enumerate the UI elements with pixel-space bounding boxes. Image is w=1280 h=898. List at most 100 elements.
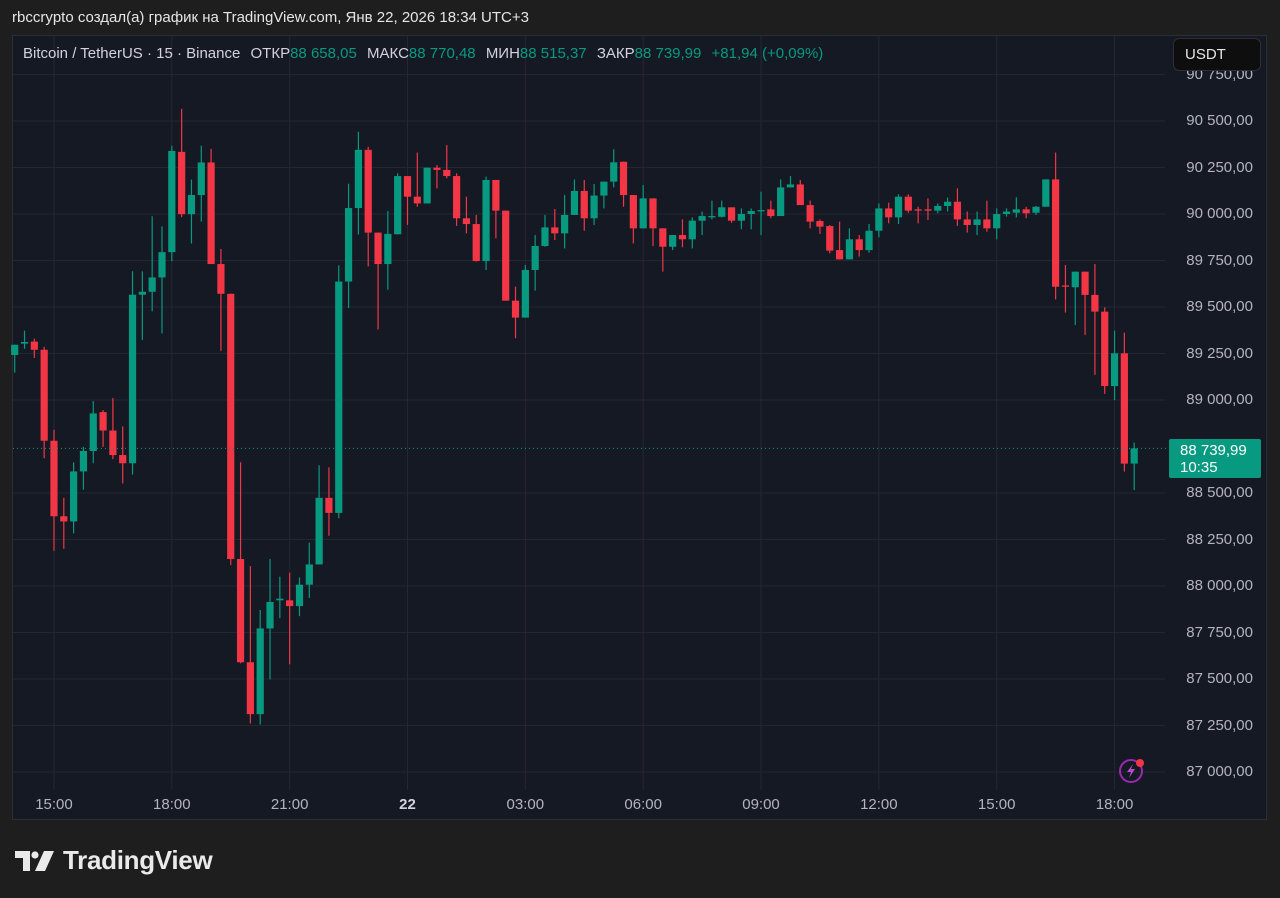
candle-up	[20, 330, 29, 349]
time-tick-label: 18:00	[1095, 796, 1134, 813]
candle-up	[777, 179, 785, 217]
candle-body	[462, 218, 471, 225]
candle-up	[354, 131, 362, 235]
high-label: МАКС	[367, 45, 409, 62]
candle-body	[187, 195, 196, 215]
candle-body	[561, 214, 569, 234]
lightning-alert-icon[interactable]	[1118, 757, 1148, 790]
candle-body	[541, 227, 549, 246]
candle-up	[1012, 197, 1020, 218]
candle-down	[472, 214, 480, 262]
candle-body	[1032, 206, 1040, 213]
candle-body	[639, 198, 647, 229]
price-tick-label: 89 250,00	[1186, 344, 1253, 362]
candle-body	[178, 151, 186, 215]
price-tick-label: 90 500,00	[1186, 112, 1253, 129]
candle-up	[521, 264, 529, 318]
candle-body	[511, 300, 520, 318]
candle-up	[865, 224, 873, 253]
candle-body	[335, 281, 343, 513]
candle-body	[521, 269, 529, 318]
candle-body	[119, 455, 127, 464]
candle-body	[394, 176, 402, 235]
candle-body	[295, 584, 304, 607]
close-value: 88 739,99	[634, 45, 702, 62]
candle-up	[531, 235, 539, 291]
candle-down	[826, 224, 834, 254]
tradingview-logo[interactable]: TradingView	[15, 845, 213, 876]
candle-body	[1071, 271, 1079, 288]
candle-up	[610, 149, 618, 188]
candle-down	[1091, 264, 1099, 375]
candle-down	[492, 179, 500, 239]
candle-up	[639, 184, 647, 229]
candle-down	[462, 196, 471, 234]
candle-body	[138, 291, 146, 295]
candle-body	[806, 205, 814, 222]
chart-panel[interactable]	[12, 35, 1267, 820]
candle-up	[168, 145, 176, 262]
candle-body	[148, 277, 156, 292]
candle-body	[50, 440, 58, 517]
candle-down	[50, 429, 58, 551]
time-tick-label: 03:00	[506, 796, 545, 813]
candle-body	[973, 219, 981, 225]
candle-body	[413, 196, 421, 204]
candle-down	[433, 165, 441, 189]
candle-down	[511, 286, 520, 339]
candle-body	[344, 208, 353, 282]
price-tick-label: 89 000,00	[1186, 391, 1253, 408]
candle-body	[443, 169, 451, 177]
candle-body	[551, 227, 559, 234]
candle-down	[40, 346, 48, 459]
candle-down	[1052, 152, 1060, 300]
candle-body	[619, 161, 628, 196]
candle-body	[1101, 311, 1109, 387]
candle-down	[286, 572, 294, 665]
candle-up	[698, 211, 706, 236]
symbol-name[interactable]: Bitcoin / TetherUS · 15 · Binance	[23, 45, 241, 62]
candle-up	[335, 265, 343, 519]
candle-up	[482, 176, 490, 270]
candle-body	[894, 196, 903, 218]
candle-up	[944, 197, 952, 212]
candle-body	[845, 239, 853, 260]
candle-up	[993, 208, 1001, 240]
candle-up	[747, 208, 755, 230]
price-tick-label: 87 750,00	[1186, 623, 1253, 641]
candle-body	[826, 226, 834, 251]
candle-up	[1071, 271, 1079, 326]
candle-body	[885, 208, 893, 218]
candle-body	[904, 196, 912, 211]
candle-body	[777, 187, 785, 217]
candle-body	[502, 210, 510, 301]
candle-body	[227, 293, 235, 560]
candle-up	[158, 226, 166, 334]
candle-up	[344, 183, 353, 309]
candle-up	[295, 577, 304, 617]
candle-down	[99, 410, 107, 447]
candle-body	[1091, 294, 1099, 312]
candle-body	[1022, 209, 1030, 214]
candle-body	[698, 216, 706, 221]
candle-down	[855, 235, 863, 257]
candle-up	[973, 211, 981, 236]
candle-body	[168, 150, 176, 253]
candle-body	[276, 598, 284, 601]
candle-body	[1061, 285, 1070, 287]
price-tick-label: 88 500,00	[1186, 484, 1253, 501]
candle-up	[266, 559, 274, 680]
candle-down	[953, 188, 962, 226]
candle-up	[197, 145, 205, 222]
candle-body	[472, 224, 480, 262]
candle-body	[718, 207, 726, 217]
change-value: +81,94 (+0,09%)	[711, 45, 824, 62]
high-value: 88 770,48	[408, 45, 476, 62]
price-tick-label: 89 750,00	[1186, 251, 1253, 269]
currency-button[interactable]: USDT	[1173, 38, 1261, 71]
candle-body	[79, 450, 88, 472]
time-tick-label: 15:00	[977, 796, 1016, 813]
candle-up	[423, 167, 431, 204]
candle-up	[541, 214, 549, 247]
